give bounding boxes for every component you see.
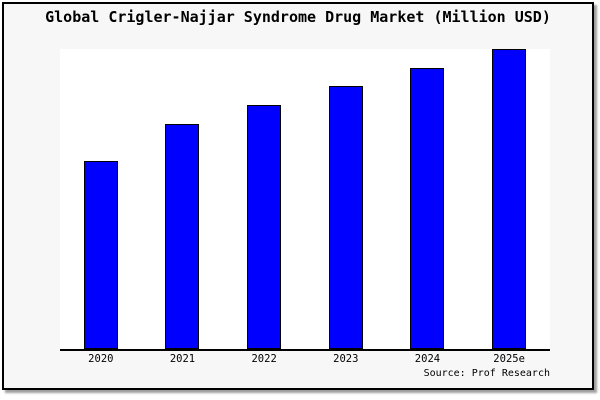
bar-slot-2020 [60,49,142,349]
chart-frame: Global Crigler-Najjar Syndrome Drug Mark… [2,2,594,390]
bar-2021 [165,124,200,349]
chart-title: Global Crigler-Najjar Syndrome Drug Mark… [45,8,551,26]
bar-slot-2023 [305,49,387,349]
x-tick-label-2023: 2023 [333,353,359,365]
x-tick-label-2025e: 2025e [493,353,525,365]
x-tick-label-2021: 2021 [169,353,196,365]
bar-slot-2025e [468,49,550,349]
x-tick-label-2024: 2024 [414,353,441,365]
x-tick-label-2022: 2022 [251,353,277,365]
bar-slot-2024 [387,49,469,349]
bar-2023 [328,86,363,349]
bar-2024 [410,68,445,349]
x-axis-labels: 2020 2021 2022 2023 2024 2025e [60,353,550,365]
bar-2020 [83,161,118,349]
bar-slot-2022 [223,49,305,349]
bar-2022 [247,105,282,349]
plot-area [60,49,550,351]
bar-2025e [492,49,527,349]
x-tick-label-2020: 2020 [88,353,114,365]
bar-slot-2021 [142,49,224,349]
source-credit: Source: Prof Research [423,368,550,379]
